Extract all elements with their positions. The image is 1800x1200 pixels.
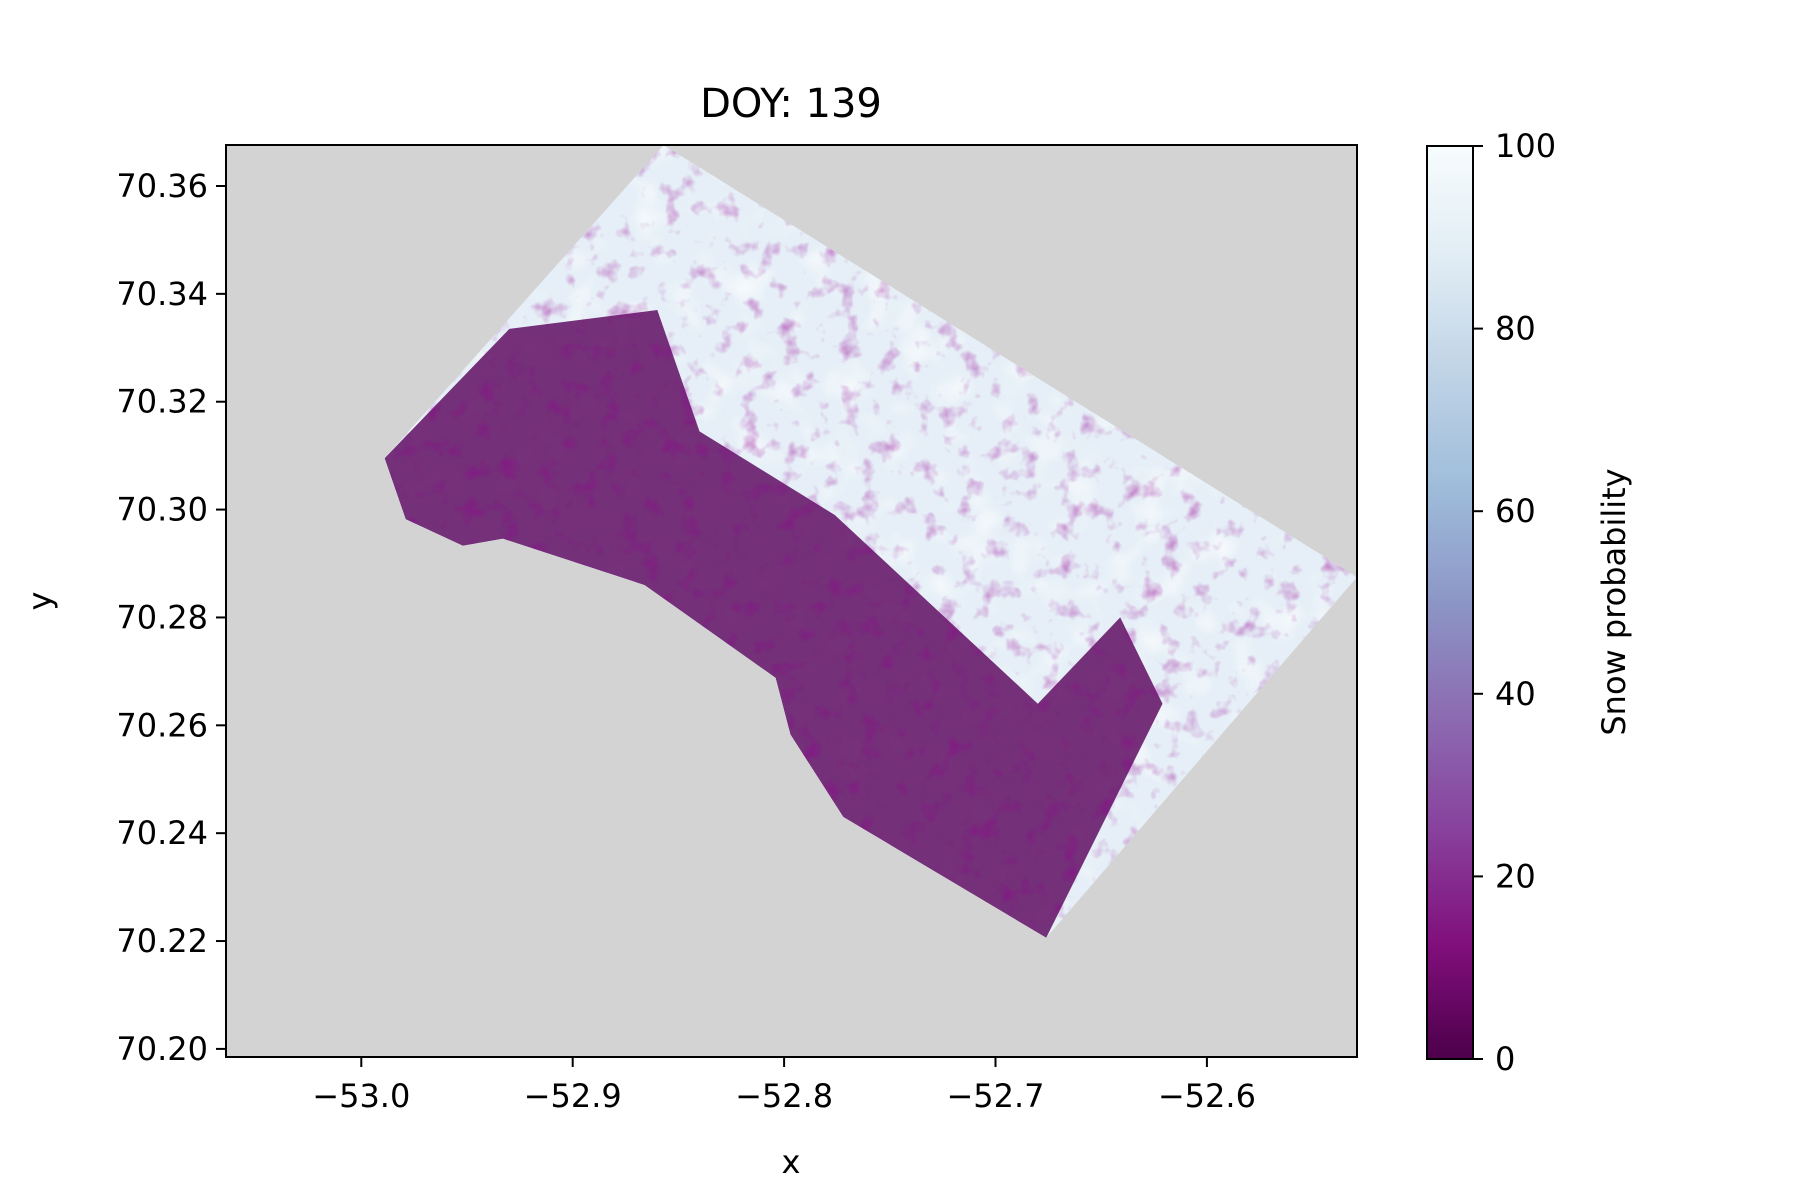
colorbar-tick-label: 80	[1495, 310, 1536, 348]
plot-area	[225, 144, 1358, 1058]
y-tick-label: 70.20	[116, 1030, 208, 1068]
y-axis: 70.20 70.22 70.24 70.26 70.28 70.30 70.32 70.34…	[116, 167, 226, 1068]
colorbar-tick-label: 40	[1495, 675, 1536, 713]
x-tick-label: −52.6	[1158, 1077, 1256, 1115]
x-tick-label: −53.0	[312, 1077, 410, 1115]
colorbar-tick-label: 20	[1495, 857, 1536, 895]
x-axis-label: x	[782, 1143, 801, 1181]
x-tick-label: −52.8	[735, 1077, 833, 1115]
colorbar-gradient	[1426, 145, 1474, 1060]
colorbar-ticks: 0 20 40 60 80 100	[1473, 127, 1556, 1078]
colorbar: 0 20 40 60 80 100 Snow probability	[1426, 127, 1633, 1078]
y-axis-label: y	[21, 592, 59, 611]
y-tick-label: 70.30	[116, 491, 208, 529]
colorbar-tick-label: 0	[1495, 1040, 1515, 1078]
y-tick-label: 70.26	[116, 706, 208, 744]
y-tick-label: 70.28	[116, 598, 208, 636]
colorbar-label: Snow probability	[1595, 468, 1633, 735]
colorbar-tick-label: 100	[1495, 127, 1556, 165]
y-tick-label: 70.22	[116, 922, 208, 960]
chart-title: DOY: 139	[700, 81, 882, 127]
y-tick-label: 70.34	[116, 275, 208, 313]
x-tick-label: −52.9	[524, 1077, 622, 1115]
y-tick-label: 70.36	[116, 167, 208, 205]
colorbar-tick-label: 60	[1495, 492, 1536, 530]
x-axis: −53.0 −52.9 −52.8 −52.7 −52.6	[312, 1057, 1256, 1115]
y-tick-label: 70.32	[116, 383, 208, 421]
y-tick-label: 70.24	[116, 814, 208, 852]
plot-frame	[225, 144, 1358, 1058]
x-tick-label: −52.7	[946, 1077, 1044, 1115]
